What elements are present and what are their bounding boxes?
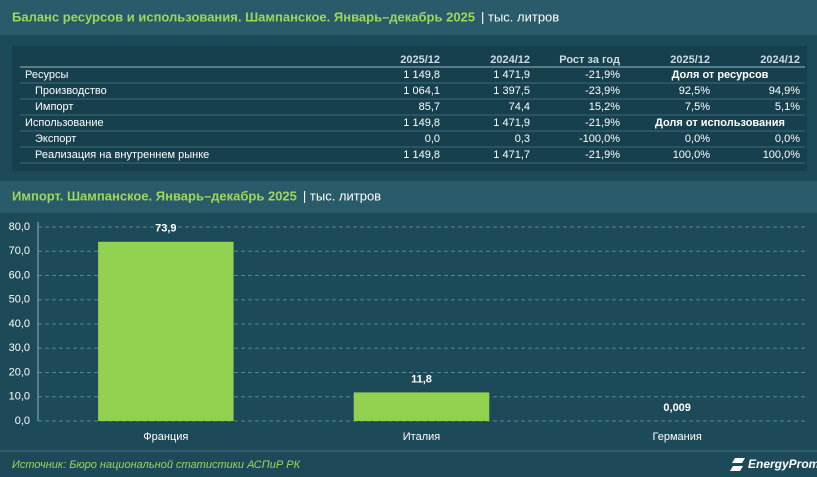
bar bbox=[353, 392, 490, 421]
y-tick-label: 10,0 bbox=[9, 391, 30, 403]
chart-title-bar bbox=[0, 181, 817, 213]
x-tick-label: Германия bbox=[653, 431, 702, 443]
cell: -21,9% bbox=[585, 69, 620, 81]
y-tick-label: 20,0 bbox=[9, 366, 30, 378]
column-header: 2024/12 bbox=[760, 54, 800, 66]
cell: 100,0% bbox=[673, 149, 711, 161]
column-header: 2024/12 bbox=[490, 54, 530, 66]
cell: 100,0% bbox=[763, 149, 801, 161]
y-tick-label: 80,0 bbox=[9, 221, 30, 233]
cell: 0,0% bbox=[775, 133, 800, 145]
x-tick-label: Италия bbox=[403, 431, 441, 443]
cell: 94,9% bbox=[769, 85, 800, 97]
y-tick-label: 70,0 bbox=[9, 245, 30, 257]
y-tick-label: 0,0 bbox=[15, 415, 30, 427]
cell: -21,9% bbox=[585, 117, 620, 129]
row-label: Реализация на внутреннем рынке bbox=[35, 149, 209, 161]
y-tick-label: 50,0 bbox=[9, 294, 30, 306]
cell: 85,7 bbox=[419, 101, 440, 113]
data-label: 11,8 bbox=[411, 373, 432, 385]
chart-title: Импорт. Шампанское. Январь–декабрь 2025 bbox=[12, 188, 297, 203]
cell: 1 471,7 bbox=[493, 149, 530, 161]
cell: 1 149,8 bbox=[403, 149, 440, 161]
cell: 92,5% bbox=[679, 85, 710, 97]
logo-icon bbox=[730, 458, 745, 471]
cell: 1 064,1 bbox=[403, 85, 440, 97]
y-tick-label: 40,0 bbox=[9, 318, 30, 330]
cell: 5,1% bbox=[775, 101, 800, 113]
source: Источник: Бюро национальной статистики А… bbox=[12, 459, 301, 471]
row-label: Производство bbox=[35, 85, 107, 97]
cell: 0,3 bbox=[515, 133, 530, 145]
header-title: Баланс ресурсов и использования. Шампанс… bbox=[12, 9, 475, 24]
column-header: 2025/12 bbox=[670, 54, 710, 66]
chart-unit: | тыс. литров bbox=[303, 188, 381, 203]
cell: 1 149,8 bbox=[403, 69, 440, 81]
cell: -23,9% bbox=[585, 85, 620, 97]
column-header: 2025/12 bbox=[400, 54, 440, 66]
row-note: Доля от ресурсов bbox=[672, 69, 769, 81]
y-tick-label: 60,0 bbox=[9, 269, 30, 281]
cell: 0,0% bbox=[685, 133, 710, 145]
bar bbox=[98, 241, 234, 421]
data-label: 73,9 bbox=[155, 223, 176, 235]
row-label: Импорт bbox=[35, 101, 73, 113]
header-unit: | тыс. литров bbox=[481, 9, 559, 24]
data-label: 0,009 bbox=[663, 402, 691, 414]
cell: 1 149,8 bbox=[403, 117, 440, 129]
cell: 0,0 bbox=[425, 133, 440, 145]
x-tick-label: Франция bbox=[143, 431, 188, 443]
cell: 1 471,9 bbox=[493, 117, 530, 129]
header-bar bbox=[0, 0, 817, 35]
logo: EnergyProm bbox=[748, 457, 817, 471]
cell: 1 397,5 bbox=[493, 85, 530, 97]
row-label: Использование bbox=[25, 117, 104, 129]
cell: 7,5% bbox=[685, 101, 710, 113]
row-label: Экспорт bbox=[35, 133, 76, 145]
cell: 1 471,9 bbox=[493, 69, 530, 81]
cell: -21,9% bbox=[585, 149, 620, 161]
cell: 15,2% bbox=[589, 101, 620, 113]
y-tick-label: 30,0 bbox=[9, 342, 30, 354]
column-header: Рост за год bbox=[559, 54, 620, 66]
cell: -100,0% bbox=[579, 133, 620, 145]
row-label: Ресурсы bbox=[25, 69, 68, 81]
cell: 74,4 bbox=[509, 101, 530, 113]
row-note: Доля от использования bbox=[655, 117, 785, 129]
